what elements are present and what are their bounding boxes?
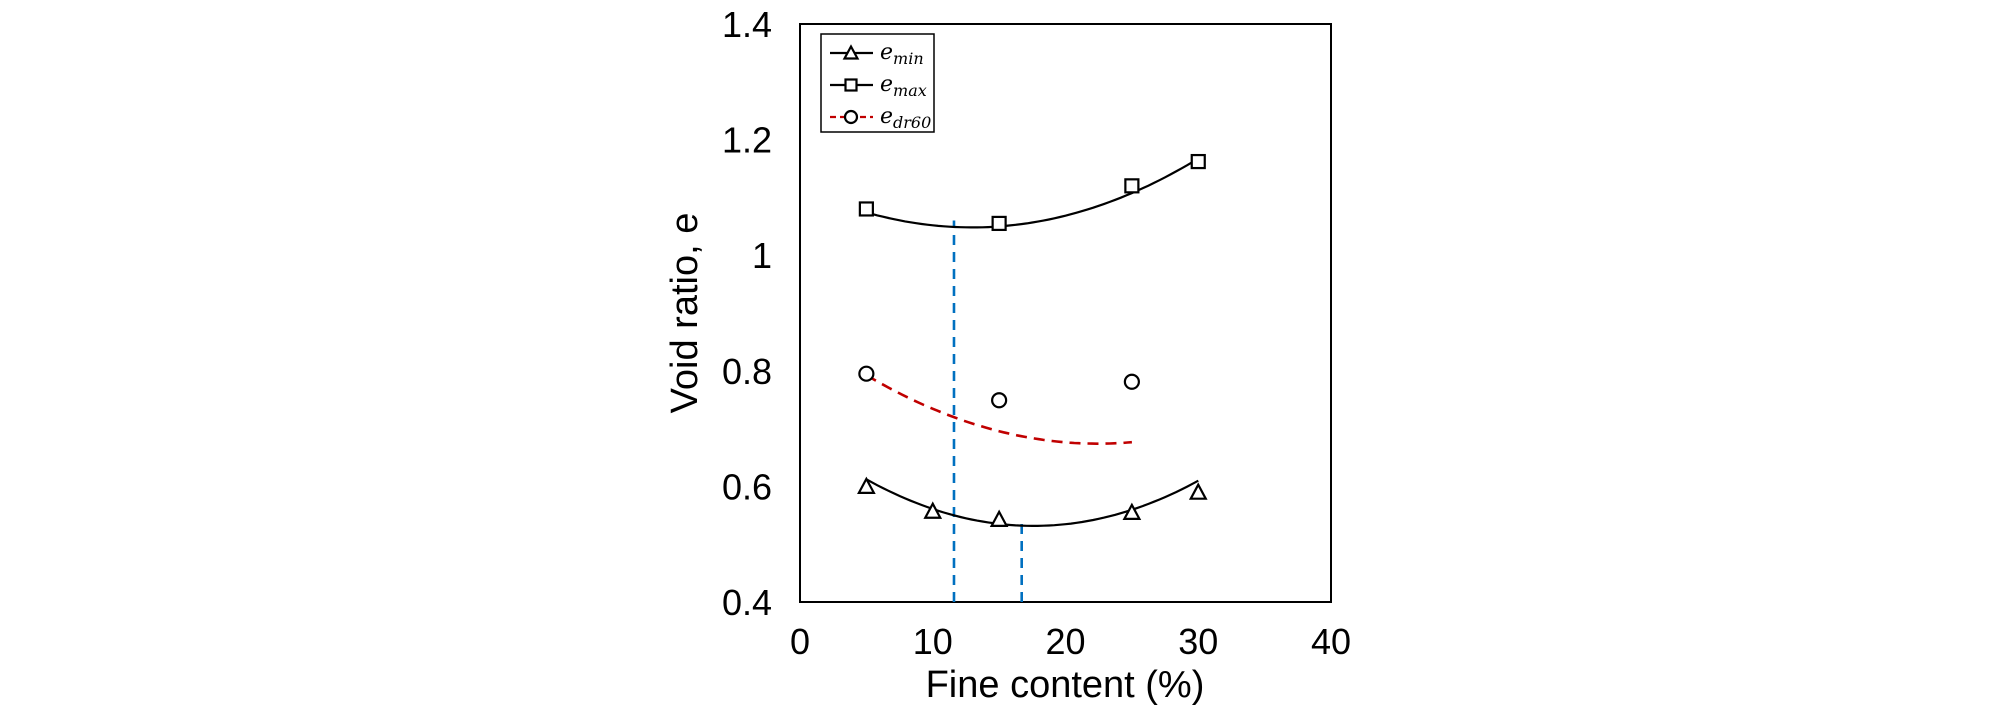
legend: emin emax edr60 <box>820 33 935 133</box>
legend-marker-emax <box>844 78 858 92</box>
x-tick-label: 40 <box>1311 621 1351 662</box>
data-point-emin <box>857 476 876 494</box>
y-tick-label: 0.8 <box>722 351 772 392</box>
legend-marker-edr60 <box>843 109 859 125</box>
fit-curve-emin <box>865 478 1199 528</box>
y-tick-label: 1.2 <box>722 120 772 161</box>
y-tick-label: 0.4 <box>722 582 772 623</box>
data-point-emax <box>1124 178 1140 194</box>
y-tick-label: 1.4 <box>722 4 772 45</box>
x-tick-label: 30 <box>1178 621 1218 662</box>
legend-label-edr60: edr60 <box>880 104 931 132</box>
data-point-emin <box>923 501 943 519</box>
legend-box <box>820 33 935 133</box>
y-tick-labels: 0.4 0.6 0.8 1 1.2 1.4 <box>722 4 772 623</box>
data-point-emax <box>1190 153 1206 170</box>
legend-marker-emin <box>842 44 860 60</box>
x-tick-label: 0 <box>790 621 810 662</box>
data-point-edr60 <box>1123 373 1140 390</box>
y-tick-label: 1 <box>752 235 772 276</box>
data-point-emax <box>991 215 1007 232</box>
y-axis-label: Void ratio, e <box>664 213 706 414</box>
reference-lines <box>952 220 1023 602</box>
x-tick-label: 10 <box>913 621 953 662</box>
data-markers <box>857 153 1208 527</box>
x-tick-label: 20 <box>1045 621 1085 662</box>
fit-curves <box>865 157 1199 528</box>
data-point-edr60 <box>858 365 875 382</box>
fit-curve-edr60 <box>865 373 1132 446</box>
data-point-emin <box>989 509 1009 527</box>
y-tick-label: 0.6 <box>722 466 772 507</box>
legend-label-emin: emin <box>880 40 924 68</box>
data-point-emin <box>1122 502 1142 521</box>
data-point-emin <box>1188 482 1208 500</box>
data-point-emax <box>858 201 874 217</box>
fit-curve-emax <box>866 157 1199 229</box>
data-point-edr60 <box>991 392 1008 409</box>
legend-label-emax: emax <box>880 72 927 100</box>
x-axis-label: Fine content (%) <box>926 664 1205 706</box>
x-tick-labels: 0 10 20 30 40 <box>790 621 1351 662</box>
